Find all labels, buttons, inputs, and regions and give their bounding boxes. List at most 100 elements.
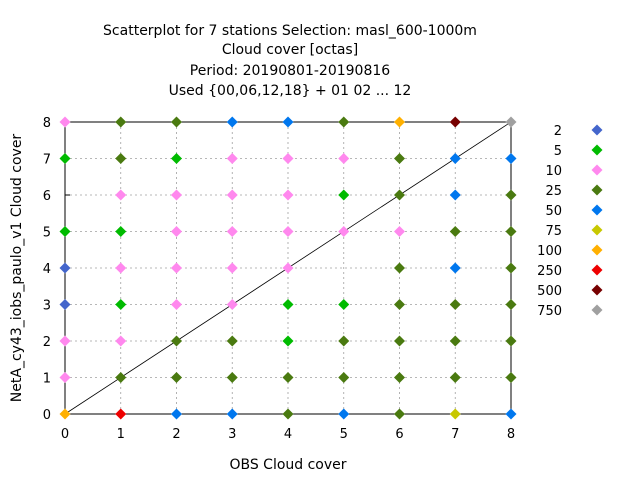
x-tick-label: 0 — [61, 427, 69, 442]
data-point — [394, 335, 405, 347]
x-tick-label: 2 — [172, 427, 180, 442]
y-tick-label: 0 — [43, 408, 51, 423]
data-point — [171, 116, 182, 128]
title-line-1: Scatterplot for 7 stations Selection: ma… — [103, 23, 477, 39]
data-points — [59, 116, 517, 420]
legend-marker — [591, 184, 603, 196]
axis-ticks: 0 1 2 3 4 5 6 7 8 0 1 2 3 4 5 6 7 8 — [43, 116, 515, 442]
data-point — [282, 116, 294, 128]
data-point — [59, 262, 71, 274]
data-point — [171, 226, 182, 237]
legend-label: 50 — [545, 204, 562, 219]
data-point — [338, 372, 350, 383]
data-point — [449, 408, 461, 420]
legend-marker — [591, 264, 603, 276]
y-tick-label: 7 — [43, 153, 51, 168]
data-point — [59, 226, 71, 237]
title-line-4: Used {00,06,12,18} + 01 02 ... 12 — [169, 83, 412, 99]
data-point — [171, 299, 182, 310]
data-point — [505, 408, 517, 420]
data-point — [282, 153, 294, 164]
data-point — [226, 153, 238, 164]
legend-label: 250 — [537, 264, 562, 279]
title-line-2: Cloud cover [octas] — [222, 42, 358, 58]
data-point — [59, 372, 71, 383]
x-axis-label: OBS Cloud cover — [229, 457, 346, 473]
data-point — [226, 335, 238, 347]
data-point — [115, 226, 127, 237]
data-point — [505, 335, 517, 347]
data-point — [115, 262, 127, 274]
data-point — [171, 189, 182, 201]
title-line-3: Period: 20190801-20190816 — [190, 63, 390, 79]
data-point — [394, 299, 405, 310]
data-point — [59, 153, 71, 164]
data-point — [226, 262, 238, 274]
data-point — [449, 335, 461, 347]
data-point — [338, 189, 350, 201]
y-tick-label: 5 — [43, 226, 51, 241]
data-point — [505, 262, 517, 274]
data-point — [226, 299, 238, 310]
data-point — [226, 189, 238, 201]
data-point — [59, 116, 71, 128]
legend-marker — [591, 144, 603, 156]
x-tick-label: 3 — [228, 427, 236, 442]
data-point — [449, 262, 461, 274]
data-point — [505, 116, 517, 128]
data-point — [59, 408, 71, 420]
legend-label: 75 — [545, 224, 562, 239]
legend-label: 100 — [537, 244, 562, 259]
data-point — [226, 116, 238, 128]
x-tick-label: 4 — [284, 427, 292, 442]
data-point — [338, 153, 350, 164]
data-point — [171, 408, 182, 420]
data-point — [115, 299, 127, 310]
data-point — [394, 226, 405, 237]
legend-marker — [591, 304, 603, 316]
data-point — [226, 226, 238, 237]
y-tick-label: 8 — [43, 116, 51, 131]
data-point — [449, 372, 461, 383]
data-point — [449, 153, 461, 164]
legend-label: 25 — [545, 184, 562, 199]
data-point — [505, 189, 517, 201]
data-point — [338, 116, 350, 128]
legend-marker — [591, 284, 603, 296]
data-point — [115, 189, 127, 201]
data-point — [449, 189, 461, 201]
data-point — [171, 335, 182, 347]
data-point — [338, 335, 350, 347]
data-point — [115, 335, 127, 347]
data-point — [394, 116, 405, 128]
legend-marker — [591, 244, 603, 256]
data-point — [115, 372, 127, 383]
y-tick-label: 4 — [43, 262, 51, 277]
legend-label: 5 — [554, 144, 562, 159]
data-point — [282, 372, 294, 383]
legend-label: 500 — [537, 284, 562, 299]
data-point — [171, 372, 182, 383]
data-point — [338, 226, 350, 237]
data-point — [282, 226, 294, 237]
y-axis-label: NetA_cy43_iobs_paulo_v1 Cloud cover — [9, 134, 25, 403]
data-point — [115, 153, 127, 164]
data-point — [282, 189, 294, 201]
x-tick-label: 1 — [117, 427, 125, 442]
data-point — [282, 299, 294, 310]
data-point — [171, 262, 182, 274]
legend-marker — [591, 204, 603, 216]
data-point — [505, 372, 517, 383]
data-point — [171, 153, 182, 164]
data-point — [282, 408, 294, 420]
data-point — [338, 299, 350, 310]
data-point — [115, 408, 127, 420]
data-point — [394, 262, 405, 274]
y-tick-label: 1 — [43, 372, 51, 387]
data-point — [394, 408, 405, 420]
legend-marker — [591, 124, 603, 136]
data-point — [282, 262, 294, 274]
data-point — [226, 408, 238, 420]
legend-label: 10 — [545, 164, 562, 179]
data-point — [505, 153, 517, 164]
